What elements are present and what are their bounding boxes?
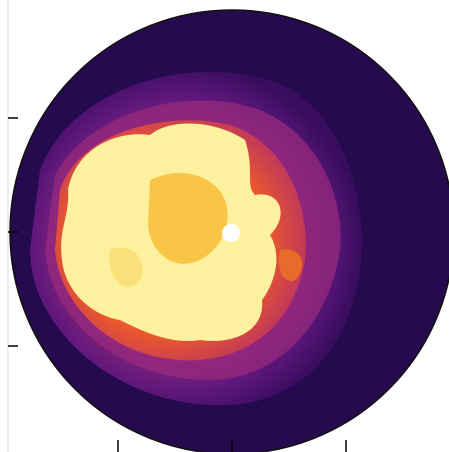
simulation-figure [0,0,449,452]
central-object [222,224,240,242]
page: {} (() => { const data = JSON.parse(docu… [0,0,449,452]
